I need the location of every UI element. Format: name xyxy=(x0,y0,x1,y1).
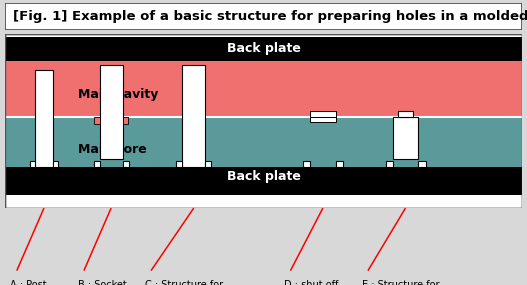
Bar xyxy=(182,65,205,167)
Bar xyxy=(398,111,413,117)
Bar xyxy=(53,160,58,167)
Text: Back plate: Back plate xyxy=(227,42,300,56)
Bar xyxy=(100,65,122,158)
Text: D : shut off
structure: D : shut off structure xyxy=(284,280,338,285)
Text: A : Post
structure: A : Post structure xyxy=(11,280,55,285)
Bar xyxy=(205,160,211,167)
Bar xyxy=(5,167,522,195)
Bar xyxy=(122,160,129,167)
Bar xyxy=(336,160,343,167)
Bar xyxy=(93,160,100,167)
Text: B : Socket
structure: B : Socket structure xyxy=(77,280,126,285)
Bar xyxy=(35,70,53,167)
Bar xyxy=(176,160,182,167)
Bar xyxy=(5,37,522,61)
Bar xyxy=(418,160,425,167)
Text: [Fig. 1] Example of a basic structure for preparing holes in a molded product: [Fig. 1] Example of a basic structure fo… xyxy=(13,10,527,23)
Text: E : Structure for
socket in the middle: E : Structure for socket in the middle xyxy=(362,280,461,285)
Bar xyxy=(94,117,100,124)
Bar xyxy=(122,117,128,124)
Text: Main cavity: Main cavity xyxy=(77,88,158,101)
Bar xyxy=(393,117,418,158)
Bar xyxy=(303,160,310,167)
Bar xyxy=(386,160,393,167)
Bar xyxy=(5,61,522,117)
Text: Back plate: Back plate xyxy=(227,170,300,183)
Text: Main core: Main core xyxy=(77,143,147,156)
Text: C : Structure for
butting in the middle: C : Structure for butting in the middle xyxy=(145,280,248,285)
Bar xyxy=(310,111,336,117)
Bar xyxy=(30,160,35,167)
Bar xyxy=(5,117,522,167)
Bar xyxy=(310,117,336,122)
